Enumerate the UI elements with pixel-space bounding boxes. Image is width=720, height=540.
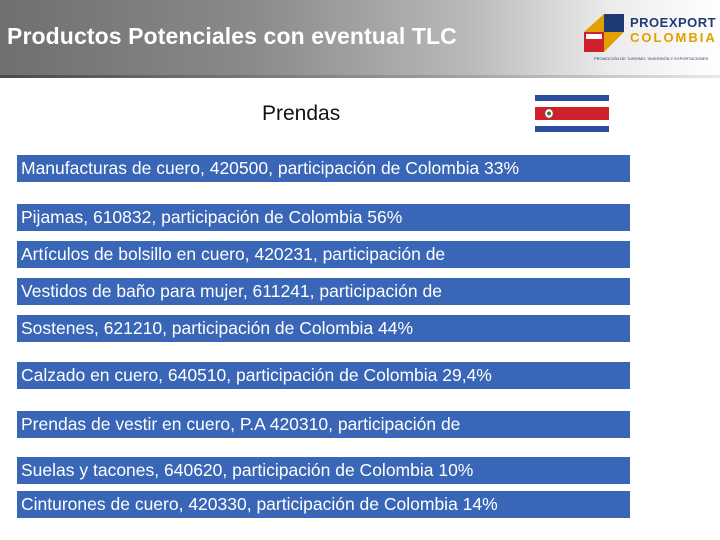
list-item: Calzado en cuero, 640510, participación … xyxy=(17,362,630,389)
list-item: Pijamas, 610832, participación de Colomb… xyxy=(17,204,630,231)
list-item: Prendas de vestir en cuero, P.A 420310, … xyxy=(17,411,630,438)
list-item: Sostenes, 621210, participación de Colom… xyxy=(17,315,630,342)
page-title: Productos Potenciales con eventual TLC xyxy=(7,23,457,49)
list-item: Vestidos de baño para mujer, 611241, par… xyxy=(17,278,630,305)
list-item: Suelas y tacones, 640620, participación … xyxy=(17,457,630,484)
logo-tagline: PROMOCIÓN DE TURISMO, INVERSIÓN Y EXPORT… xyxy=(594,56,709,61)
proexport-logo: PROEXPORT COLOMBIA PROMOCIÓN DE TURISMO,… xyxy=(580,10,716,66)
section-subtitle: Prendas xyxy=(262,102,341,125)
logo-country: COLOMBIA xyxy=(630,30,717,45)
header-divider xyxy=(0,75,720,78)
proexport-logo-icon xyxy=(584,14,624,52)
list-item: Manufacturas de cuero, 420500, participa… xyxy=(17,155,630,182)
logo-name: PROEXPORT xyxy=(630,15,717,30)
list-item: Cinturones de cuero, 420330, participaci… xyxy=(17,491,630,518)
costa-rica-flag-icon xyxy=(535,95,609,132)
list-item: Artículos de bolsillo en cuero, 420231, … xyxy=(17,241,630,268)
